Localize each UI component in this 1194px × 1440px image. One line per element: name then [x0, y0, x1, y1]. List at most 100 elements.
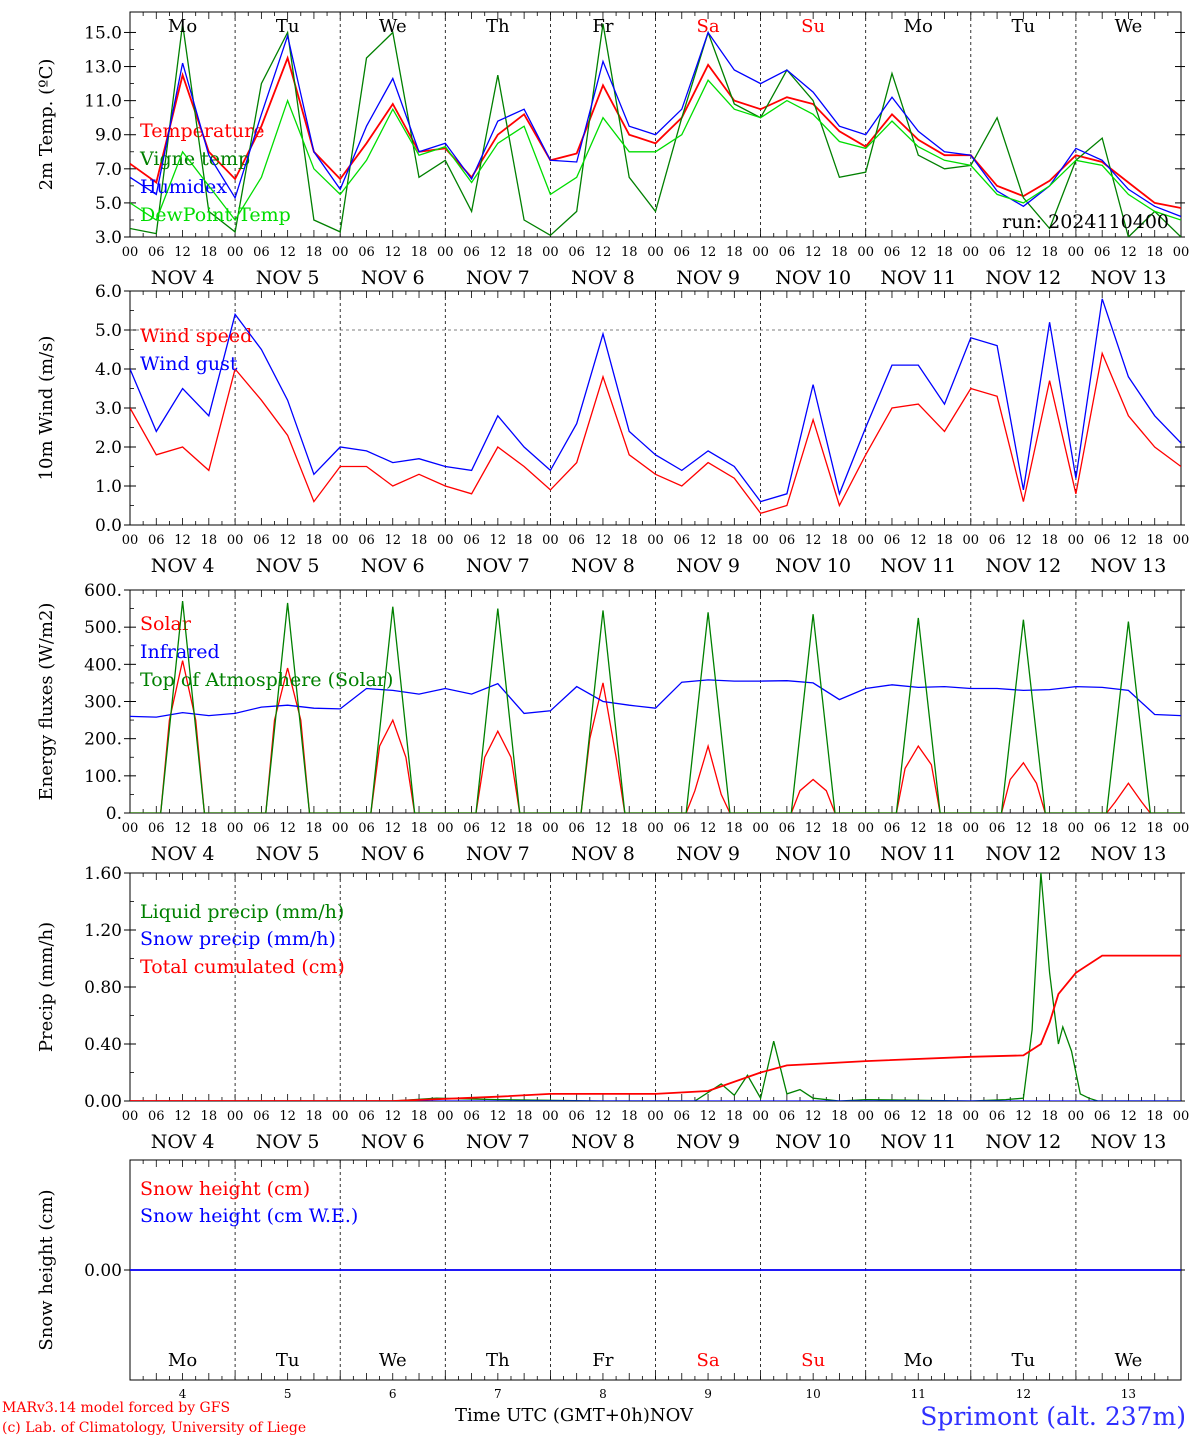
energy-hour-label: 06 — [358, 821, 375, 836]
precip-hour-label: 06 — [779, 1109, 796, 1124]
lab-credit: (c) Lab. of Climatology, University of L… — [2, 1420, 307, 1436]
temp-hour-label: 06 — [1094, 245, 1111, 260]
temp-legend-entry: Vigne temp — [139, 148, 250, 170]
energy-hour-label: 06 — [674, 821, 691, 836]
wind-hour-label: 18 — [201, 533, 218, 548]
wind-hour-label: 00 — [1068, 533, 1085, 548]
energy-y-tick-label: 100. — [84, 767, 122, 787]
precip-hour-label: 00 — [437, 1109, 454, 1124]
wind-hour-label: 18 — [726, 533, 743, 548]
snow-legend-entry: Snow height (cm) — [140, 1178, 310, 1200]
snow-weekday-label: Fr — [592, 1350, 613, 1371]
precip-date-label: NOV 7 — [466, 1131, 530, 1153]
energy-hour-label: 18 — [201, 821, 218, 836]
energy-series-line — [130, 601, 1181, 813]
wind-hour-label: 06 — [779, 533, 796, 548]
precip-y-tick-label: 1.20 — [84, 921, 122, 941]
snow-day-number: 13 — [1121, 1387, 1136, 1401]
temp-hour-label: 18 — [201, 245, 218, 260]
precip-hour-label: 12 — [279, 1109, 296, 1124]
precip-hour-label: 12 — [174, 1109, 191, 1124]
energy-date-label: NOV 4 — [151, 843, 215, 865]
precip-hour-label: 12 — [490, 1109, 507, 1124]
energy-legend-entry: Infrared — [140, 641, 220, 663]
wind-y-tick-label: 0.0 — [95, 516, 122, 536]
x-axis-unit: NOV — [649, 1405, 694, 1426]
energy-hour-label: 06 — [148, 821, 165, 836]
precip-hour-label: 18 — [201, 1109, 218, 1124]
energy-hour-label: 12 — [595, 821, 612, 836]
energy-hour-label: 18 — [1146, 821, 1163, 836]
energy-y-tick-label: 300. — [84, 693, 122, 713]
temp-weekday-label: We — [1115, 16, 1143, 37]
energy-date-label: NOV 11 — [880, 843, 956, 865]
energy-hour-label: 06 — [568, 821, 585, 836]
snow-day-number: 4 — [179, 1387, 187, 1401]
wind-hour-label: 12 — [805, 533, 822, 548]
wind-hour-label: 06 — [1094, 533, 1111, 548]
wind-hour-label: 12 — [1120, 533, 1137, 548]
energy-hour-label: 18 — [831, 821, 848, 836]
wind-series-line — [130, 298, 1181, 503]
temp-hour-label: 00 — [1173, 245, 1190, 260]
precip-date-label: NOV 10 — [775, 1131, 851, 1153]
temp-hour-label: 18 — [936, 245, 953, 260]
snow-day-number: 12 — [1016, 1387, 1031, 1401]
precip-date-label: NOV 4 — [151, 1131, 215, 1153]
temp-hour-label: 18 — [1146, 245, 1163, 260]
precip-series-line — [130, 954, 1181, 1101]
wind-hour-label: 06 — [989, 533, 1006, 548]
precip-hour-label: 06 — [884, 1109, 901, 1124]
wind-hour-label: 06 — [148, 533, 165, 548]
energy-date-label: NOV 13 — [1091, 843, 1167, 865]
energy-hour-label: 00 — [1173, 821, 1190, 836]
precip-y-tick-label: 0.00 — [84, 1092, 122, 1112]
precip-hour-label: 00 — [647, 1109, 664, 1124]
temp-hour-label: 06 — [989, 245, 1006, 260]
wind-hour-label: 18 — [621, 533, 638, 548]
precip-date-label: NOV 6 — [361, 1131, 425, 1153]
precip-hour-label: 00 — [542, 1109, 559, 1124]
temp-date-label: NOV 6 — [361, 267, 425, 289]
wind-y-axis-label: 10m Wind (m/s) — [36, 336, 57, 481]
wind-hour-label: 12 — [1015, 533, 1032, 548]
snow-weekday-label: We — [379, 1350, 407, 1371]
temp-hour-label: 18 — [306, 245, 323, 260]
energy-hour-label: 00 — [437, 821, 454, 836]
wind-hour-label: 06 — [674, 533, 691, 548]
temp-date-label: NOV 12 — [985, 267, 1061, 289]
temp-weekday-label: Su — [801, 16, 825, 37]
precip-y-axis-label: Precip (mm/h) — [36, 922, 57, 1052]
temp-hour-label: 06 — [568, 245, 585, 260]
temp-hour-label: 12 — [384, 245, 401, 260]
snow-weekday-label: We — [1115, 1350, 1143, 1371]
energy-hour-label: 00 — [647, 821, 664, 836]
snow-weekday-label: Mo — [168, 1350, 197, 1371]
temp-y-tick-label: 9.0 — [95, 126, 122, 146]
wind-date-label: NOV 8 — [571, 555, 635, 577]
precip-legend-entry: Liquid precip (mm/h) — [140, 901, 344, 923]
energy-hour-label: 06 — [989, 821, 1006, 836]
energy-y-tick-label: 200. — [84, 730, 122, 750]
wind-hour-label: 18 — [1041, 533, 1058, 548]
temp-hour-label: 12 — [279, 245, 296, 260]
wind-date-label: NOV 12 — [985, 555, 1061, 577]
temp-hour-label: 06 — [358, 245, 375, 260]
wind-hour-label: 18 — [936, 533, 953, 548]
temp-y-tick-label: 5.0 — [95, 194, 122, 214]
temp-hour-label: 00 — [857, 245, 874, 260]
precip-hour-label: 18 — [516, 1109, 533, 1124]
precip-hour-label: 18 — [621, 1109, 638, 1124]
wind-hour-label: 18 — [306, 533, 323, 548]
wind-y-tick-label: 2.0 — [95, 438, 122, 458]
energy-hour-label: 12 — [700, 821, 717, 836]
temp-hour-label: 06 — [148, 245, 165, 260]
temp-weekday-label: Tu — [1012, 16, 1036, 37]
precip-hour-label: 00 — [857, 1109, 874, 1124]
precip-hour-label: 18 — [726, 1109, 743, 1124]
wind-hour-label: 12 — [384, 533, 401, 548]
wind-hour-label: 18 — [1146, 533, 1163, 548]
wind-hour-label: 12 — [174, 533, 191, 548]
temp-series-line — [130, 23, 1181, 237]
snow-day-number: 10 — [806, 1387, 821, 1401]
